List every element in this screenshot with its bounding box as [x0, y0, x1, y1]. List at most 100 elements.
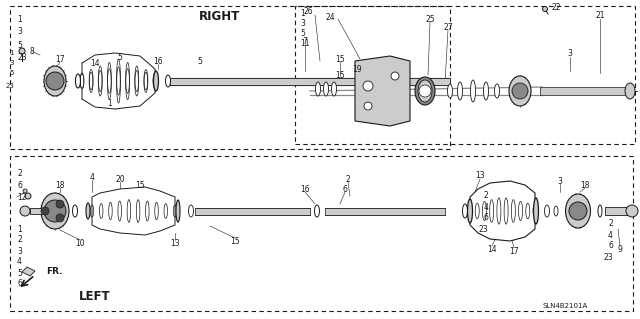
Text: 6: 6	[483, 213, 488, 222]
Text: 11: 11	[300, 40, 310, 48]
Ellipse shape	[598, 205, 602, 217]
Text: 2: 2	[346, 174, 350, 183]
Bar	[10, 6, 450, 149]
Text: 15: 15	[335, 71, 345, 80]
Text: 24: 24	[325, 12, 335, 21]
Text: 23: 23	[604, 253, 613, 262]
Ellipse shape	[154, 71, 159, 91]
Text: 1: 1	[10, 50, 14, 56]
Text: RIGHT: RIGHT	[200, 10, 241, 23]
Text: 5: 5	[300, 29, 305, 39]
Circle shape	[391, 72, 399, 80]
Ellipse shape	[458, 82, 463, 100]
Bar	[295, 6, 635, 144]
Circle shape	[20, 206, 30, 216]
Text: 19: 19	[352, 64, 362, 73]
Text: 23: 23	[17, 54, 27, 63]
Text: 23: 23	[5, 83, 14, 89]
Polygon shape	[82, 53, 155, 109]
Text: 10: 10	[75, 239, 85, 248]
Text: 3: 3	[568, 49, 572, 58]
Ellipse shape	[483, 82, 488, 100]
Text: 18: 18	[55, 181, 65, 189]
Text: 4: 4	[90, 173, 95, 182]
Text: 17: 17	[509, 247, 519, 256]
Text: 15: 15	[335, 55, 345, 63]
Ellipse shape	[189, 205, 193, 217]
Circle shape	[569, 202, 587, 220]
Ellipse shape	[80, 73, 84, 89]
Circle shape	[626, 205, 638, 217]
Bar	[325, 207, 445, 214]
Ellipse shape	[135, 66, 139, 96]
Text: 14: 14	[90, 58, 100, 68]
Ellipse shape	[495, 84, 499, 98]
Ellipse shape	[116, 59, 120, 103]
Text: 16: 16	[153, 56, 163, 65]
Circle shape	[41, 207, 49, 215]
Ellipse shape	[44, 66, 66, 96]
Ellipse shape	[76, 74, 81, 88]
Text: 5: 5	[17, 269, 22, 278]
Text: 2: 2	[608, 219, 613, 228]
Text: 22: 22	[551, 4, 561, 12]
Bar	[540, 87, 625, 95]
Ellipse shape	[467, 199, 472, 223]
Ellipse shape	[316, 82, 321, 96]
Ellipse shape	[144, 70, 148, 93]
Bar	[170, 78, 450, 85]
Text: 23: 23	[478, 225, 488, 234]
Text: 2: 2	[17, 235, 22, 244]
Ellipse shape	[470, 80, 476, 102]
Ellipse shape	[415, 77, 435, 105]
Circle shape	[56, 214, 64, 222]
Ellipse shape	[125, 63, 130, 100]
Text: 1: 1	[300, 10, 305, 19]
Circle shape	[25, 193, 31, 199]
Text: FR.: FR.	[46, 268, 63, 277]
Text: SLN4B2101A: SLN4B2101A	[542, 303, 588, 309]
Text: 2: 2	[483, 191, 488, 201]
Polygon shape	[22, 267, 35, 276]
Text: 14: 14	[487, 244, 497, 254]
Circle shape	[56, 200, 64, 208]
Text: 3: 3	[10, 60, 14, 66]
Circle shape	[419, 85, 431, 97]
Polygon shape	[92, 187, 175, 235]
Text: 12: 12	[17, 194, 26, 203]
Text: 13: 13	[475, 172, 485, 181]
Bar	[10, 156, 633, 311]
Text: 17: 17	[55, 55, 65, 63]
Text: 2: 2	[17, 169, 22, 179]
Text: 6: 6	[342, 184, 348, 194]
Text: 4: 4	[17, 257, 22, 266]
Ellipse shape	[99, 66, 102, 96]
Circle shape	[23, 189, 27, 193]
Bar	[30, 208, 52, 214]
Text: 27: 27	[443, 23, 453, 32]
Text: 9: 9	[618, 244, 623, 254]
Bar	[195, 207, 310, 214]
Text: 16: 16	[300, 184, 310, 194]
Polygon shape	[470, 181, 535, 241]
Text: 3: 3	[17, 247, 22, 256]
Text: 5: 5	[17, 41, 22, 49]
Text: 4: 4	[483, 203, 488, 211]
Text: 4: 4	[608, 231, 613, 240]
Text: 15: 15	[135, 181, 145, 189]
Text: 25: 25	[425, 14, 435, 24]
Ellipse shape	[86, 203, 90, 219]
Text: 1: 1	[17, 225, 22, 234]
Ellipse shape	[447, 84, 452, 98]
Text: 13: 13	[170, 239, 180, 248]
Ellipse shape	[314, 205, 319, 217]
Ellipse shape	[72, 205, 77, 217]
Text: 1: 1	[17, 14, 22, 24]
Text: 5: 5	[198, 56, 202, 65]
Text: 6: 6	[17, 182, 22, 190]
Text: 18: 18	[580, 181, 589, 189]
Ellipse shape	[509, 76, 531, 106]
Text: LEFT: LEFT	[79, 291, 111, 303]
Text: 3: 3	[300, 19, 305, 28]
Ellipse shape	[545, 205, 550, 217]
